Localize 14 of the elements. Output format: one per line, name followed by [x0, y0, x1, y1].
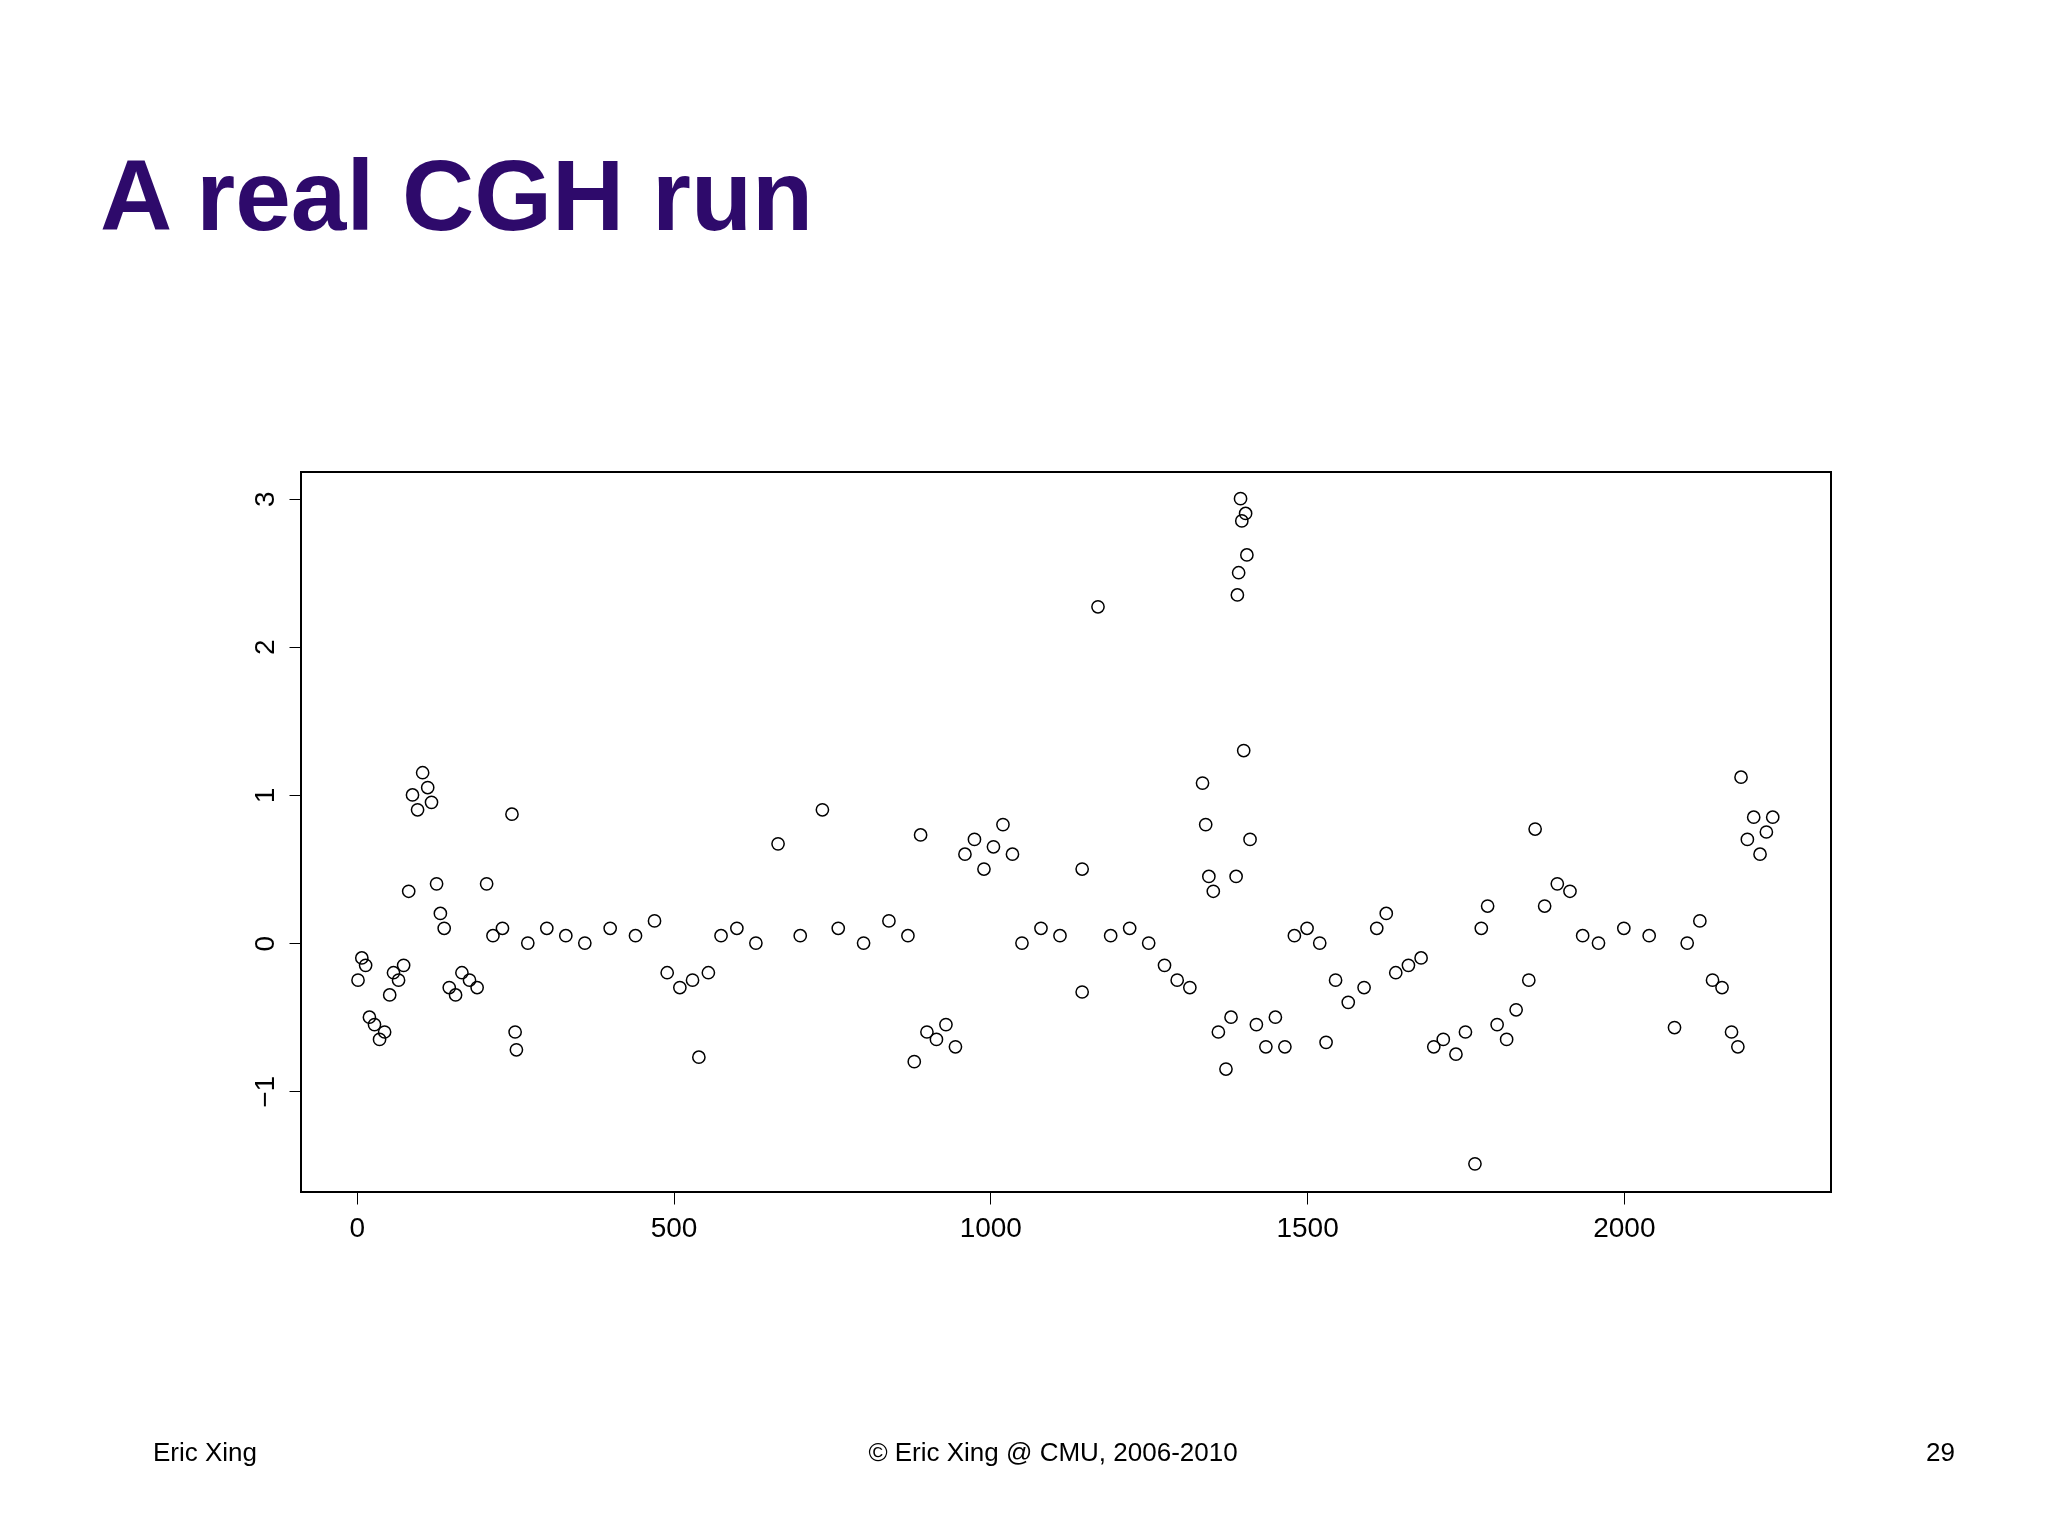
y-tick-label: 3	[248, 491, 280, 507]
x-tick-label: 1500	[1276, 1211, 1339, 1243]
text: Eric Xing	[153, 1437, 258, 1467]
x-tick-label: 500	[650, 1211, 698, 1243]
x-tick-label: 1000	[959, 1211, 1022, 1243]
text: 29	[1926, 1437, 1955, 1467]
x-tick-label: 0	[349, 1211, 366, 1243]
y-tick-label: −1	[248, 1075, 280, 1108]
text: © Eric Xing @ CMU, 2006-2010	[868, 1437, 1238, 1467]
x-tick-label: 2000	[1593, 1211, 1656, 1243]
y-tick-label: 1	[248, 787, 280, 804]
y-tick-label: 2	[248, 639, 280, 656]
y-tick-label: 0	[248, 935, 280, 952]
chart-title: A real CGH run	[100, 139, 814, 251]
